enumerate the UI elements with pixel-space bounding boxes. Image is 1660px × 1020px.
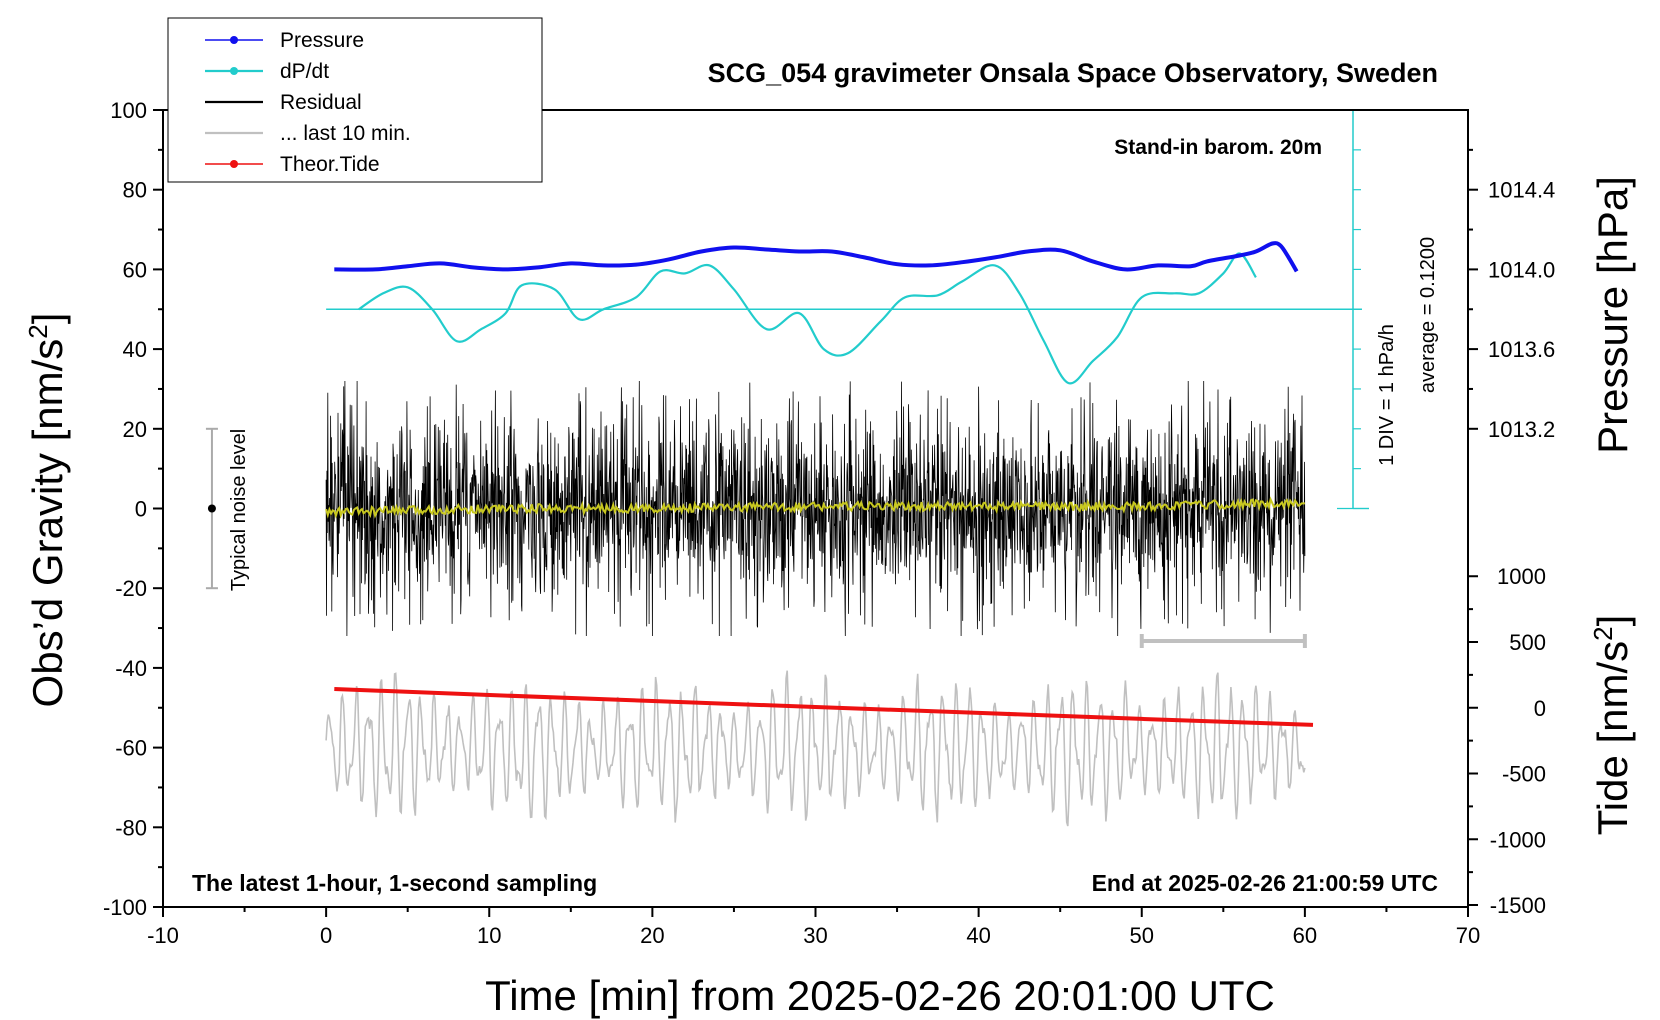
axes-layer: -10 0 10 20 30 40 50 60 70100806040200-20-40-60-… [103, 98, 1555, 948]
y-tide-tick-label: -1000 [1490, 827, 1546, 852]
barometer-note: Stand-in barom. 20m [1114, 136, 1322, 159]
dpdt-line [358, 252, 1257, 385]
y-left-tick-label: 20 [123, 417, 147, 442]
y-axis-title-tide-end: ] [1589, 615, 1636, 627]
x-tick-label: 60 [1293, 923, 1317, 948]
legend-label-3: ... last 10 min. [280, 122, 411, 145]
y-axis-title-tide-sup: 2 [1588, 626, 1618, 640]
y-pressure-tick-label: 1014.0 [1488, 257, 1555, 282]
x-axis-title: Time [min] from 2025-02-26 20:01:00 UTC [485, 972, 1275, 1019]
legend-marker-1 [230, 67, 238, 75]
residual-line [325, 380, 1306, 637]
x-tick-label: -10 [147, 923, 179, 948]
residual-smoothed-line [325, 496, 1305, 520]
y-tide-tick-label: 500 [1509, 630, 1546, 655]
x-tick-label: 0 [320, 923, 332, 948]
y-pressure-tick-label: 1013.2 [1488, 417, 1555, 442]
y-left-tick-label: 40 [123, 337, 147, 362]
noise-bar-center [207, 504, 216, 513]
bottom-right-note: End at 2025-02-26 21:00:59 UTC [1092, 870, 1438, 896]
noise-label: Typical noise level [228, 429, 250, 591]
chart-title: SCG_054 gravimeter Onsala Space Observat… [708, 58, 1438, 88]
tide-line [334, 687, 1314, 727]
x-tick-label: 50 [1130, 923, 1154, 948]
y-pressure-tick-label: 1013.6 [1488, 337, 1555, 362]
pressure-line [334, 241, 1299, 273]
x-tick-label: 10 [477, 923, 501, 948]
bottom-left-note: The latest 1-hour, 1-second sampling [192, 870, 597, 896]
y-tide-tick-label: -500 [1502, 762, 1546, 787]
y-axis-title-left-end: ] [24, 313, 71, 325]
y-left-tick-label: -40 [115, 656, 147, 681]
y-axis-title-tide-main: Tide [nm/s [1589, 641, 1636, 836]
y-left-tick-label: 0 [135, 497, 147, 522]
legend-box [167, 17, 543, 183]
y-axis-title-left: Obs’d Gravity [nm/s2] [23, 313, 71, 708]
y-left-tick-label: 60 [123, 257, 147, 282]
legend-marker-4 [230, 160, 238, 168]
y-left-tick-label: -100 [103, 895, 147, 920]
div-note: 1 DIV = 1 hPa/h [1376, 324, 1398, 466]
x-tick-label: 40 [966, 923, 990, 948]
legend-marker-0 [230, 36, 238, 44]
y-tide-tick-label: -1500 [1490, 893, 1546, 918]
y-left-tick-label: -80 [115, 815, 147, 840]
series-layer [205, 241, 1362, 827]
legend: Pressure dP/dt Residual ... last 10 min. The… [167, 17, 543, 183]
y-axis-title-left-sup: 2 [23, 324, 53, 338]
y-tide-tick-label: 0 [1534, 696, 1546, 721]
average-note: average = 0.1200 [1417, 237, 1439, 393]
legend-label-4: Theor.Tide [280, 153, 380, 176]
y-tide-tick-label: 1000 [1497, 564, 1546, 589]
y-left-tick-label: 80 [123, 178, 147, 203]
legend-label-0: Pressure [280, 29, 364, 52]
x-tick-label: 20 [640, 923, 664, 948]
y-pressure-tick-label: 1014.4 [1488, 178, 1555, 203]
y-axis-title-tide: Tide [nm/s2] [1588, 615, 1636, 836]
y-left-tick-label: -60 [115, 736, 147, 761]
x-tick-label: 70 [1456, 923, 1480, 948]
y-left-tick-label: 100 [110, 98, 147, 123]
y-axis-title-pressure: Pressure [hPa] [1589, 176, 1636, 454]
last-10-min-line [325, 670, 1306, 827]
x-tick-label: 30 [803, 923, 827, 948]
y-left-tick-label: -20 [115, 576, 147, 601]
legend-label-2: Residual [280, 91, 362, 114]
legend-label-1: dP/dt [280, 60, 329, 83]
y-axis-title-left-main: Obs’d Gravity [nm/s [24, 339, 71, 708]
